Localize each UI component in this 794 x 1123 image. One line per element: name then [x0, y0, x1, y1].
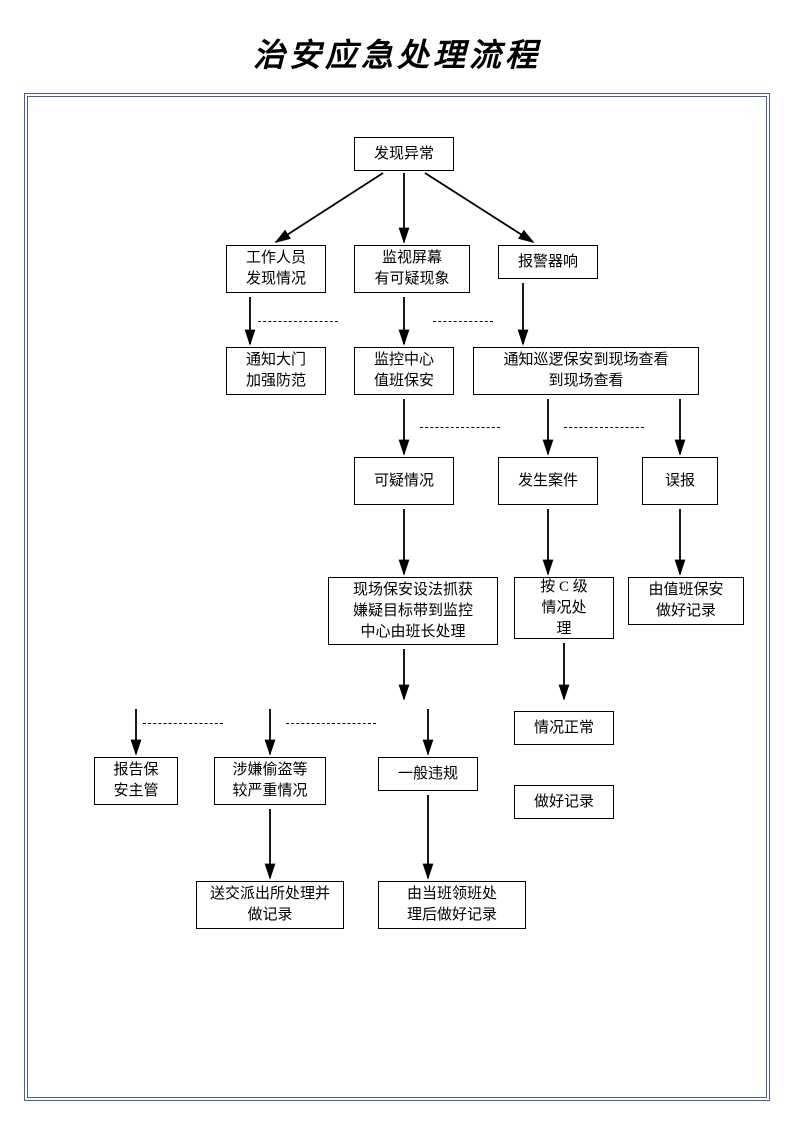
flowchart-node: 通知巡逻保安到现场查看到现场查看 [473, 347, 699, 395]
flowchart-node: 按 C 级 情况处理 [514, 577, 614, 639]
flowchart-node: 由值班保安做好记录 [628, 577, 744, 625]
flowchart-node: 情况正常 [514, 711, 614, 745]
flowchart-node: 涉嫌偷盗等较严重情况 [214, 757, 326, 805]
flowchart-node: 送交派出所处理并做记录 [196, 881, 344, 929]
flowchart-node: 发现异常 [354, 137, 454, 171]
flowchart-node: 做好记录 [514, 785, 614, 819]
flowchart-node: 现场保安设法抓获嫌疑目标带到监控中心由班长处理 [328, 577, 498, 645]
flowchart-node: 通知大门加强防范 [226, 347, 326, 395]
dash-connector [433, 321, 493, 322]
flowchart-node: 监控中心值班保安 [354, 347, 454, 395]
dash-connector [258, 321, 338, 322]
flowchart-node: 由当班领班处理后做好记录 [378, 881, 526, 929]
flowchart-node: 可疑情况 [354, 457, 454, 505]
dash-connector [286, 723, 376, 724]
flowchart-node: 工作人员发现情况 [226, 245, 326, 293]
flowchart-node: 报告保安主管 [94, 757, 178, 805]
dash-connector [564, 427, 644, 428]
flowchart-node: 发生案件 [498, 457, 598, 505]
flowchart-node: 误报 [642, 457, 718, 505]
flowchart-container: 发现异常工作人员发现情况监视屏幕有可疑现象报警器响通知大门加强防范监控中心值班保… [24, 93, 770, 1101]
flowchart-node: 监视屏幕有可疑现象 [354, 245, 470, 293]
dash-connector [420, 427, 500, 428]
flowchart-node: 一般违规 [378, 757, 478, 791]
dash-connector [143, 723, 223, 724]
page-title: 治安应急处理流程 [0, 0, 794, 76]
flowchart-node: 报警器响 [498, 245, 598, 279]
